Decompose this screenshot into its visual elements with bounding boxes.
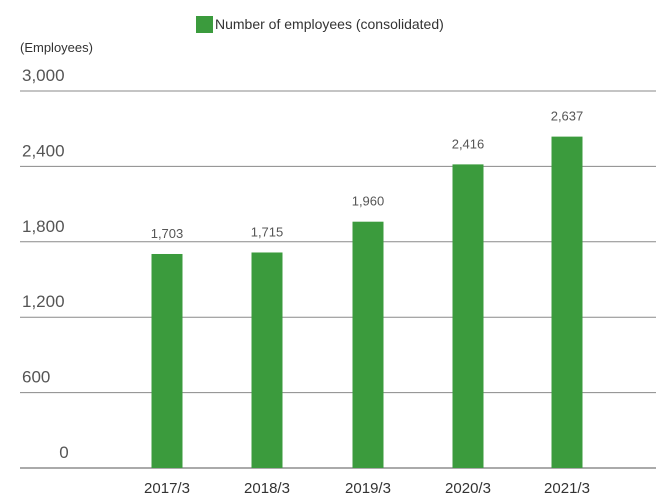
y-tick-label: 3,000 bbox=[22, 66, 65, 85]
x-tick-label: 2021/3 bbox=[544, 480, 590, 495]
legend-swatch bbox=[196, 15, 213, 33]
x-tick-label: 2020/3 bbox=[445, 480, 491, 495]
bar bbox=[352, 221, 384, 468]
bar bbox=[151, 253, 183, 468]
data-label: 2,416 bbox=[452, 136, 485, 151]
y-tick-label: 1,800 bbox=[22, 217, 65, 236]
y-tick-label: 1,200 bbox=[22, 292, 65, 311]
x-tick-label: 2017/3 bbox=[144, 480, 190, 495]
data-label: 1,960 bbox=[352, 194, 385, 209]
bar bbox=[251, 252, 283, 468]
x-tick-label: 2019/3 bbox=[345, 480, 391, 495]
y-tick-label: 0 bbox=[59, 443, 68, 462]
y-tick-label: 600 bbox=[22, 368, 50, 387]
legend-label: Number of employees (consolidated) bbox=[215, 16, 444, 32]
y-tick-label: 2,400 bbox=[22, 141, 65, 160]
y-axis-unit-label: (Employees) bbox=[20, 40, 93, 55]
data-label: 1,703 bbox=[151, 226, 184, 241]
data-label: 1,715 bbox=[251, 224, 284, 239]
data-label: 2,637 bbox=[551, 109, 584, 124]
x-tick-label: 2018/3 bbox=[244, 480, 290, 495]
chart-legend: Number of employees (consolidated) bbox=[196, 15, 444, 33]
bar bbox=[452, 164, 484, 468]
bar bbox=[551, 136, 583, 468]
